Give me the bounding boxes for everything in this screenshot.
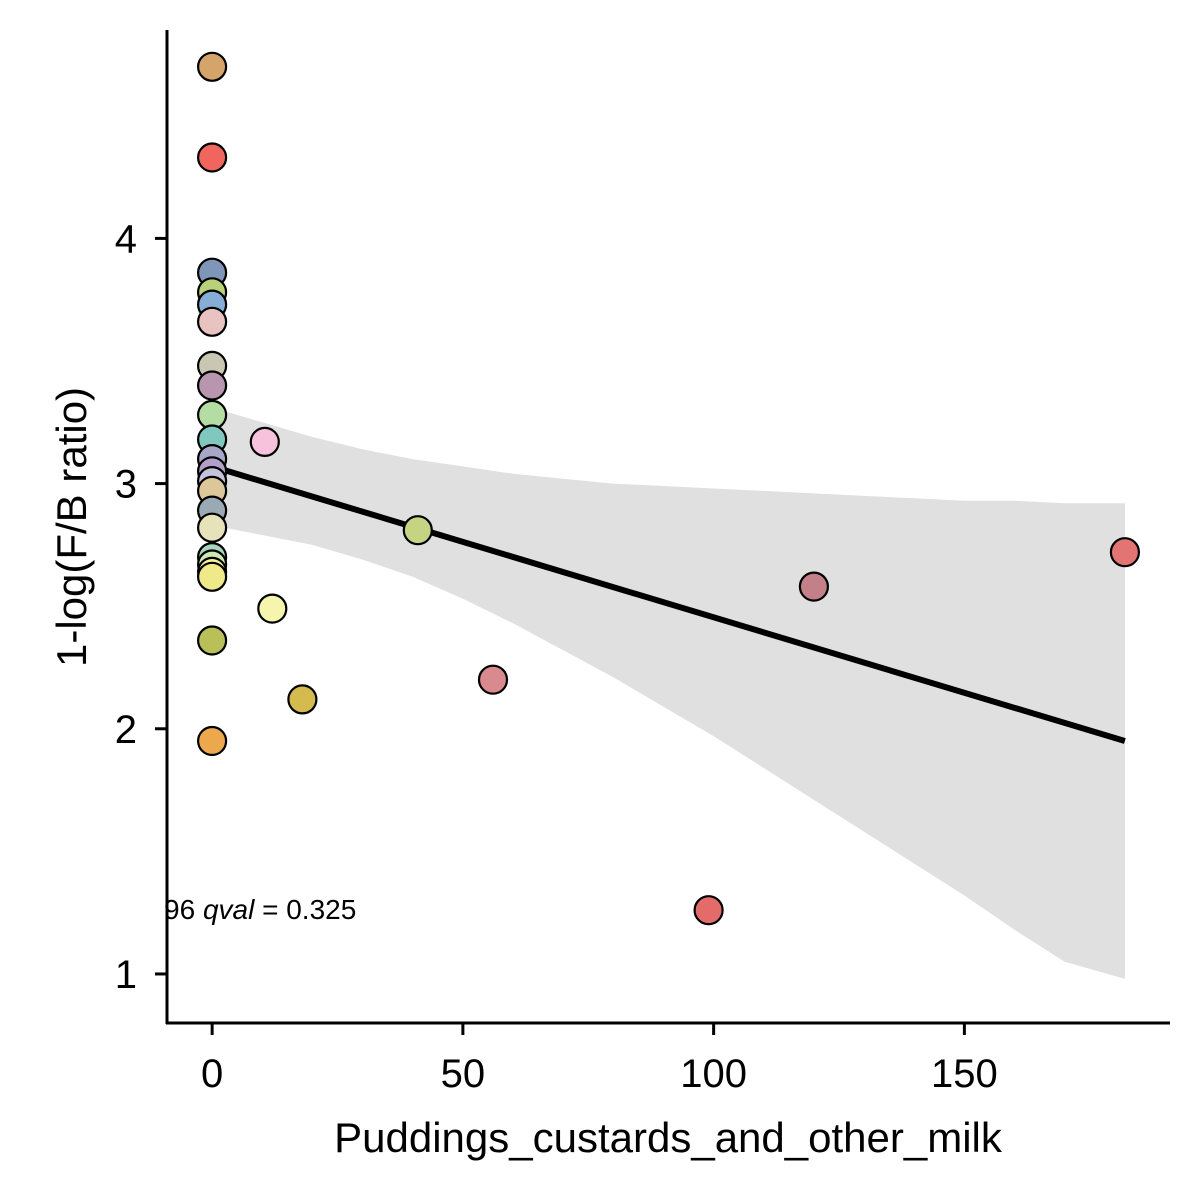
annotation-layer: 96 qval = 0.325 xyxy=(164,894,356,925)
data-point-2 xyxy=(197,142,228,173)
x-tick-label-50: 50 xyxy=(441,1052,486,1096)
y-axis-title: 1-log(F/B ratio) xyxy=(48,387,95,667)
data-point-27 xyxy=(477,664,509,695)
axes-layer: 0 50 100 150 1 2 3 4 xyxy=(115,30,1170,1096)
qval-annotation: 96 qval = 0.325 xyxy=(164,894,356,925)
x-tick-label-0: 0 xyxy=(201,1052,223,1096)
data-point-25 xyxy=(287,684,318,715)
data-point-6 xyxy=(197,306,228,337)
y-tick-label-2: 2 xyxy=(115,708,137,752)
fit-line-layer xyxy=(211,463,1126,744)
annotation-prefix: 96 xyxy=(164,894,203,925)
regression-line xyxy=(211,463,1126,744)
data-point-22 xyxy=(197,725,228,757)
x-axis-title: Puddings_custards_and_other_milk xyxy=(334,1114,1003,1161)
confidence-band-layer xyxy=(212,407,1125,979)
points-layer xyxy=(197,51,1141,926)
confidence-band xyxy=(212,407,1125,979)
data-point-28 xyxy=(693,895,724,926)
data-point-23 xyxy=(249,426,280,457)
data-point-21 xyxy=(197,625,228,656)
data-point-30 xyxy=(1109,537,1141,568)
data-point-8 xyxy=(197,370,228,401)
y-tick-label-4: 4 xyxy=(115,217,137,261)
x-tick-label-100: 100 xyxy=(680,1052,747,1096)
annotation-label: qval xyxy=(203,894,255,925)
data-point-26 xyxy=(402,515,433,546)
annotation-value: = 0.325 xyxy=(254,894,356,925)
x-tick-label-150: 150 xyxy=(931,1052,998,1096)
data-point-29 xyxy=(798,571,830,602)
data-point-20 xyxy=(197,561,228,592)
y-tick-label-1: 1 xyxy=(115,953,137,997)
y-tick-label-3: 3 xyxy=(115,463,137,507)
data-point-1 xyxy=(197,51,228,82)
data-point-16 xyxy=(197,512,228,543)
data-point-24 xyxy=(257,593,288,624)
